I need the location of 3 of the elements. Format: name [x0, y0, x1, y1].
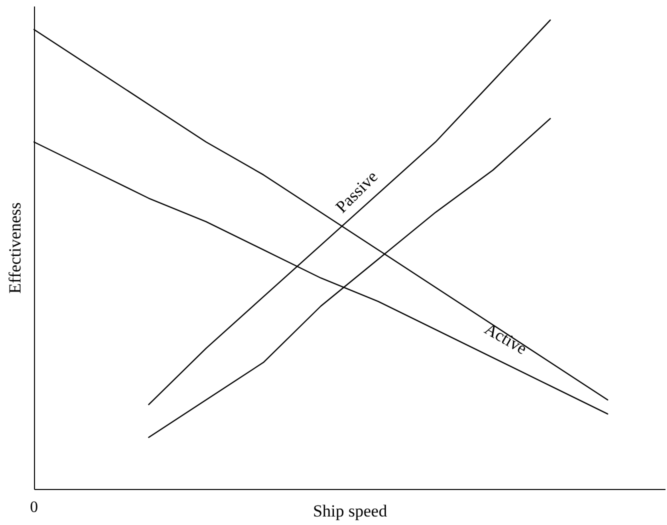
y-axis-title: Effectiveness	[6, 202, 24, 294]
text: 0	[30, 499, 38, 516]
x-axis-title: Ship speed	[312, 502, 388, 520]
